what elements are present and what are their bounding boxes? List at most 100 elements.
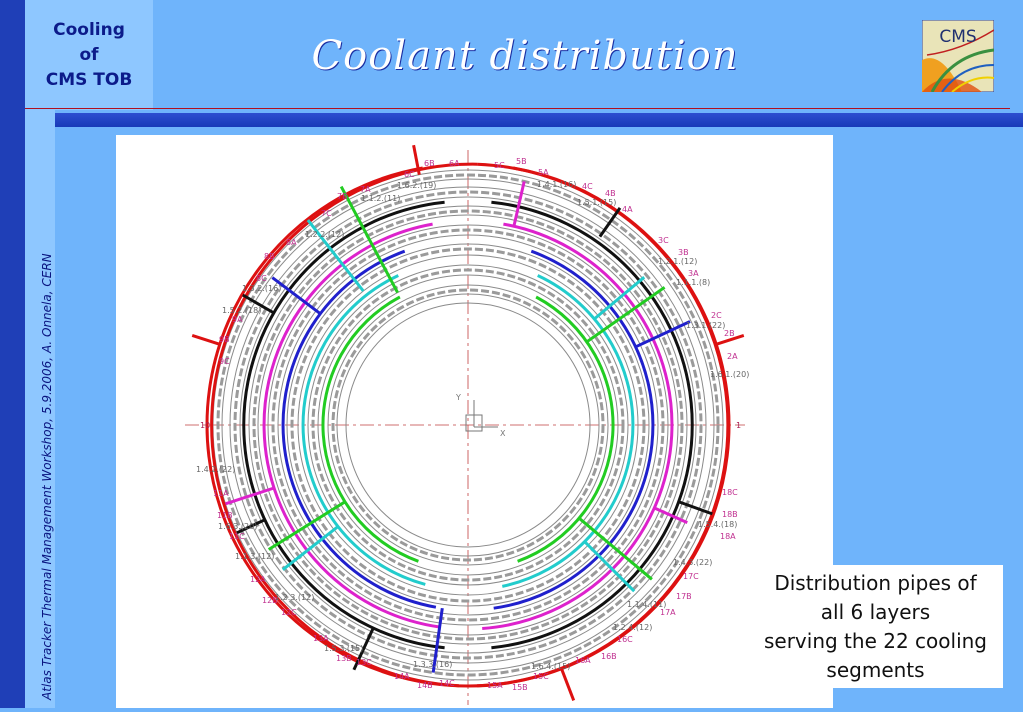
segment-label: 1.5.3.(15)	[324, 644, 363, 653]
feed-pipe	[242, 293, 274, 314]
feed-pipe	[306, 219, 365, 292]
segment-label: 1.2.3.(12)	[275, 593, 314, 602]
feed-pipe	[585, 286, 666, 344]
segment-label: 16A	[575, 656, 591, 665]
segment-label: 8A	[286, 238, 297, 247]
caption-line: serving the 22 cooling	[763, 629, 987, 653]
module-pattern-ring	[252, 209, 684, 641]
feed-pipe	[352, 627, 375, 671]
segment-label: 13A	[313, 634, 329, 643]
segment-label: 18A	[720, 532, 736, 541]
axis-icon	[465, 414, 483, 432]
segment-label: 4C	[582, 182, 593, 191]
segment-label: 7C	[321, 209, 332, 218]
segment-label: 3B	[678, 248, 689, 257]
segment-label: 16B	[601, 652, 617, 661]
feed-pipe	[267, 500, 346, 551]
section-title-line: Cooling	[53, 20, 125, 40]
module-ring	[229, 186, 707, 664]
segment-label: 6C	[404, 170, 415, 179]
section-panel	[25, 0, 153, 110]
segment-label: 4B	[605, 189, 616, 198]
segment-label: 6B	[424, 159, 435, 168]
segment-label: 1.3.1.(22)	[686, 321, 725, 330]
segment-label: 14C	[439, 679, 455, 688]
diagram-caption: Distribution pipes of all 6 layers servi…	[748, 565, 1003, 688]
feed-pipe	[583, 540, 636, 593]
section-title-line: of	[79, 45, 99, 65]
segment-label: 1.4.3.(22)	[673, 558, 712, 567]
segment-label: 12A	[250, 575, 266, 584]
segment-label: 5A	[538, 168, 549, 177]
segment-label: 14A	[394, 672, 410, 681]
segment-label: 11A	[213, 489, 229, 498]
segment-label: 5C	[494, 161, 505, 170]
module-ring	[286, 243, 650, 607]
segment-label: 1.5.2.(18)	[222, 306, 261, 315]
feed-pipe	[191, 333, 221, 346]
segment-label: 1.4.2.(22)	[196, 465, 235, 474]
feed-pipe	[236, 518, 266, 535]
layer-4-pipe	[262, 222, 440, 629]
layer-2-pipe	[301, 274, 426, 586]
feed-pipe	[635, 320, 691, 349]
feed-pipe	[578, 517, 653, 581]
layer-6-pipe	[210, 162, 478, 688]
segment-label: 1.4.1.(16)	[537, 180, 576, 189]
layer-5-pipe	[491, 200, 694, 650]
segment-label: 2C	[711, 311, 722, 320]
module-pattern-ring	[290, 247, 646, 603]
module-ring	[345, 302, 591, 548]
segment-label: 18B	[722, 510, 738, 519]
module-pattern-ring	[271, 228, 665, 622]
header-band	[55, 113, 1023, 127]
left-accent-strip	[0, 0, 25, 708]
module-ring	[248, 205, 688, 645]
segment-label: 18C	[722, 488, 738, 497]
logo-text: CMS	[939, 27, 976, 47]
segment-label: 11B	[217, 511, 233, 520]
segment-label: 1.6.3.(20)	[218, 522, 257, 531]
segment-label: 7B	[337, 192, 348, 201]
feed-pipe	[598, 207, 622, 238]
segment-label: 15A	[487, 681, 503, 690]
segment-label: 12B	[262, 596, 278, 605]
segment-label: 9A	[232, 315, 243, 324]
feed-pipe	[339, 185, 399, 294]
page-title: Coolant distribution	[311, 33, 739, 79]
segment-label: 16C	[617, 635, 633, 644]
caption-line: Distribution pipes of	[774, 571, 977, 595]
segment-label: 17C	[683, 572, 699, 581]
module-ring	[239, 196, 697, 654]
cms-logo: CMS	[922, 20, 994, 92]
layer-3-pipe	[493, 249, 655, 610]
caption-line: segments	[826, 658, 925, 682]
segment-label: 7A	[360, 185, 371, 194]
segment-label: 14B	[417, 681, 433, 690]
segment-label: 1.6.2.(19)	[397, 181, 436, 190]
module-ring	[336, 293, 600, 557]
segment-label: 1.5.4.(18)	[698, 520, 737, 529]
feed-pipe	[715, 333, 745, 346]
header-divider	[25, 108, 1010, 109]
layer-1-pipe	[517, 295, 615, 563]
module-pattern-ring	[233, 190, 703, 660]
segment-label: 2A	[727, 352, 738, 361]
side-footer-text: Atlas Tracker Thermal Management Worksho…	[40, 253, 54, 700]
position-label: 1	[736, 421, 741, 430]
segment-label: 1.3.3.(16)	[413, 660, 452, 669]
position-label: 10	[200, 421, 210, 430]
segment-label: 8C	[256, 274, 267, 283]
segment-label: 1.6.1.(20)	[710, 370, 749, 379]
caption-line: all 6 layers	[820, 600, 931, 624]
layer-4-pipe	[482, 222, 674, 630]
feed-pipe	[678, 500, 713, 516]
segment-label: 8B	[264, 252, 275, 261]
section-title-line: CMS TOB	[45, 70, 133, 90]
module-ring	[267, 224, 669, 626]
module-ring	[277, 234, 659, 616]
feed-pipe	[225, 486, 275, 506]
segment-label: 15B	[512, 683, 528, 692]
segment-label: 1.2.1.(12)	[658, 257, 697, 266]
segment-label: 2B	[724, 329, 735, 338]
